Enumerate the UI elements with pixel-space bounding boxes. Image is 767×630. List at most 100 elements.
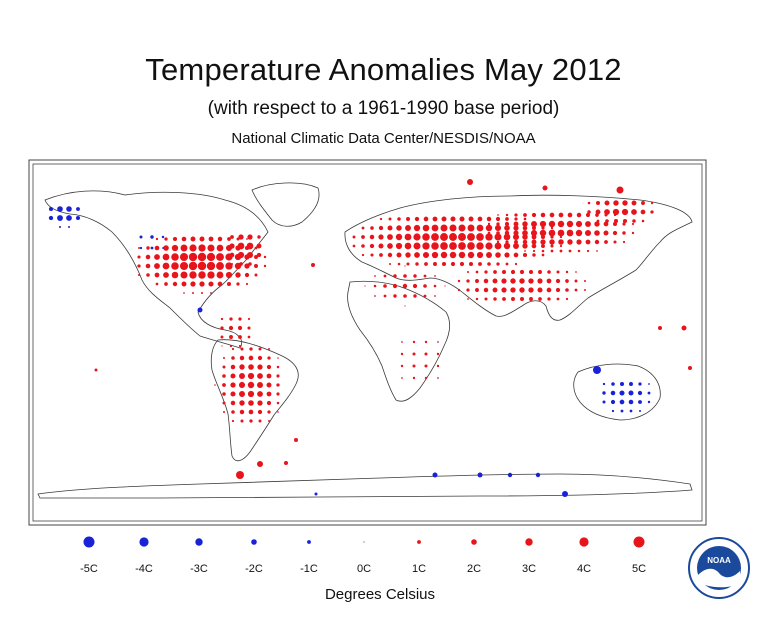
anomaly-dot [538,270,542,274]
anomaly-dot [248,364,254,370]
anomaly-dot [370,226,374,230]
anomaly-dot [395,242,403,250]
map-subtitle: (with respect to a 1961-1990 base period… [207,98,560,119]
anomaly-dot [222,401,226,405]
anomaly-dot [493,270,497,274]
anomaly-dot [641,219,645,223]
anomaly-dot [388,262,392,266]
anomaly-dot [585,212,591,218]
anomaly-dot [555,287,561,293]
anomaly-dot [555,278,561,284]
anomaly-dot [246,238,248,240]
anomaly-dot [450,261,456,267]
anomaly-dot [532,226,536,230]
anomaly-dot [395,233,403,241]
anomaly-dot [244,263,250,269]
anomaly-dot [423,284,427,288]
anomaly-dots [48,179,692,497]
anomaly-dot [207,271,215,279]
anomaly-dot [576,212,582,218]
anomaly-dot [619,381,625,387]
anomaly-dot [504,230,510,236]
anomaly-dot [145,263,151,269]
anomaly-dot [457,288,461,292]
anomaly-dot [510,269,516,275]
anomaly-dot [541,249,545,253]
anomaly-dot [583,279,587,283]
anomaly-dot [548,220,556,228]
anomaly-dot [595,209,601,215]
anomaly-dot [441,261,447,267]
anomaly-dot [94,368,98,372]
anomaly-dot [66,215,72,221]
anomaly-dot [164,282,168,286]
anomaly-dot [565,288,569,292]
anomaly-dot [504,252,510,258]
anomaly-dot [258,347,262,351]
anomaly-dot [179,252,189,262]
anomaly-dot [510,278,516,284]
anomaly-dot [495,216,501,222]
anomaly-dot [484,297,488,301]
anomaly-dot [231,347,235,351]
anomaly-dot [595,200,601,206]
anomaly-dot [222,356,226,360]
anomaly-dot [237,251,245,259]
anomaly-dot [541,226,545,230]
anomaly-dot [587,201,591,205]
anomaly-dot [522,243,528,249]
anomaly-dot [496,262,500,266]
anomaly-dot [145,254,151,260]
anomaly-dot [528,278,534,284]
coastlines [37,182,693,499]
anomaly-dot [230,382,236,388]
anomaly-dot [200,291,204,295]
anomaly-dot [541,244,545,248]
anomaly-dot [558,239,564,245]
anomaly-dot [513,225,519,231]
anomaly-dot [483,278,489,284]
anomaly-dot [434,295,436,297]
legend-label: 4C [576,563,592,575]
anomaly-dot [231,419,235,423]
anomaly-dot [622,200,628,206]
legend-label: -5C [80,563,98,575]
anomaly-dot [188,261,198,271]
anomaly-dot [531,239,537,245]
anomaly-dot [276,392,280,396]
anomaly-dot [247,335,251,339]
anomaly-dot [629,382,633,386]
anomaly-dot [161,235,165,239]
anomaly-dot [539,220,547,228]
anomaly-dot [67,225,71,229]
anomaly-dot [238,335,242,339]
legend-label: -3C [190,563,208,575]
anomaly-dot [621,208,629,216]
anomaly-dot [206,252,216,262]
anomaly-dot [537,278,543,284]
anomaly-dot [477,472,483,478]
anomaly-dot [594,230,600,236]
anomaly-dot [229,317,233,321]
anomaly-dot [604,200,610,206]
anomaly-dot [248,400,254,406]
anomaly-dot [444,285,446,287]
anomaly-dot [562,491,568,497]
anomaly-dot [137,273,141,277]
anomaly-dot [610,390,616,396]
anomaly-dot [559,244,563,248]
anomaly-dot [254,246,258,250]
anomaly-dot [483,287,489,293]
anomaly-dot [412,376,416,380]
anomaly-dot [229,252,235,258]
anomaly-dot [637,390,643,396]
anomaly-dot [48,215,54,221]
anomaly-dot [567,212,573,218]
anomaly-dot [369,234,375,240]
anomaly-dot [400,352,404,356]
anomaly-dot [549,212,555,218]
anomaly-dot [433,284,437,288]
anomaly-dot [424,364,428,368]
anomaly-dot [485,242,493,250]
anomaly-dot [216,271,224,279]
